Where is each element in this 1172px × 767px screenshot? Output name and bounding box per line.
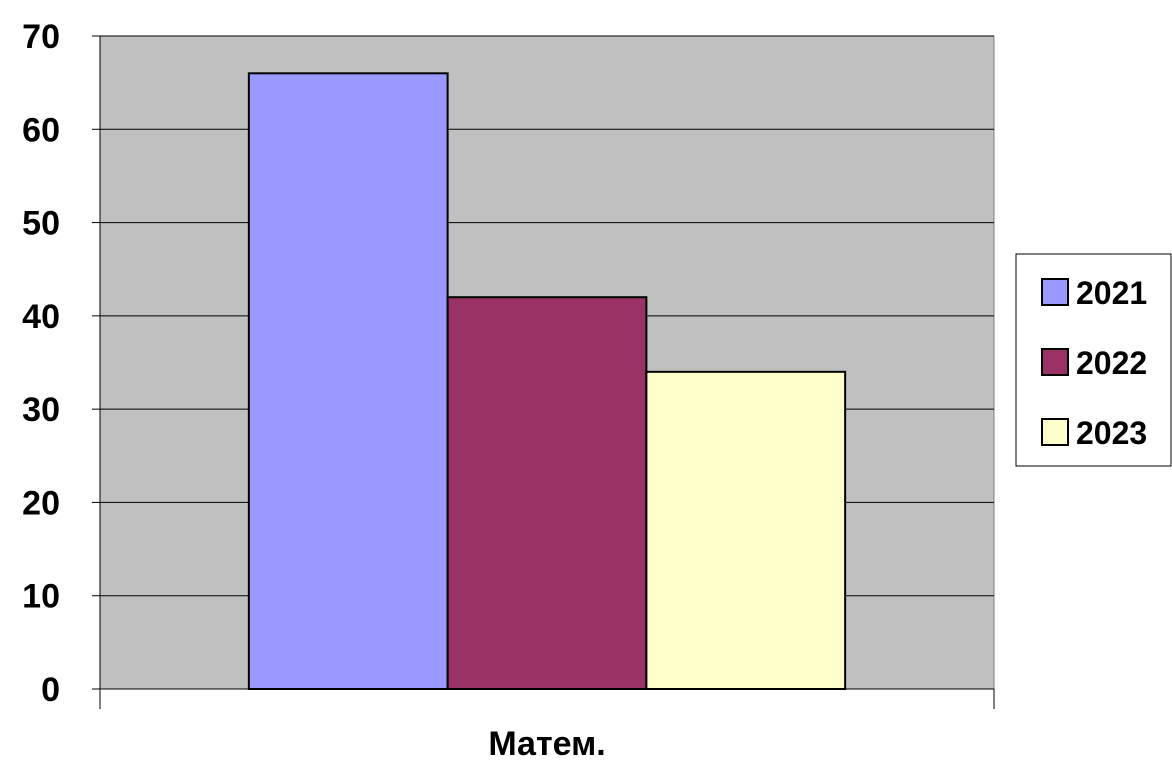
y-tick-label: 30 xyxy=(22,391,60,429)
legend-swatch-2021 xyxy=(1041,278,1069,306)
y-tick-label: 40 xyxy=(22,298,60,336)
x-axis-ticks: Матем. xyxy=(99,689,995,763)
legend-label: 2022 xyxy=(1076,345,1147,381)
bar-2021 xyxy=(247,72,449,691)
y-tick-label: 50 xyxy=(22,205,60,243)
y-tick-label: 10 xyxy=(22,578,60,616)
bars xyxy=(247,72,847,691)
legend-swatch-2023 xyxy=(1041,418,1069,446)
y-tick-label: 0 xyxy=(41,671,60,709)
y-tick-label: 20 xyxy=(22,484,60,522)
legend-label: 2021 xyxy=(1076,275,1147,311)
y-tick-label: 60 xyxy=(22,111,60,149)
legend: 2021 2022 2023 xyxy=(1015,253,1172,467)
legend-label: 2023 xyxy=(1076,415,1147,451)
x-tick-label: Матем. xyxy=(488,725,605,762)
legend-swatch-2022 xyxy=(1041,348,1069,376)
bar-2022 xyxy=(446,296,648,690)
bar-2023 xyxy=(645,370,847,690)
y-axis-ticks: 0 10 20 30 40 50 60 70 xyxy=(22,18,100,709)
y-tick-label: 70 xyxy=(22,18,60,56)
